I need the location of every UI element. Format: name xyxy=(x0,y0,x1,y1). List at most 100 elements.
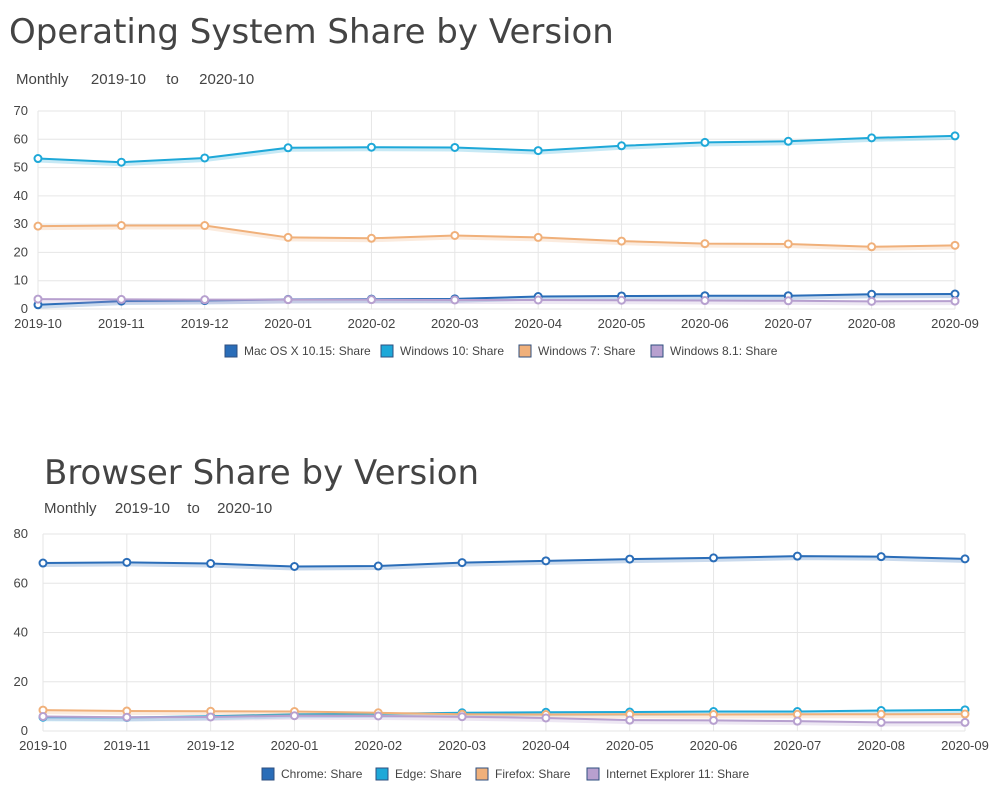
browser-data-point[interactable] xyxy=(876,717,886,727)
os-data-point[interactable] xyxy=(867,296,877,306)
browser-data-point[interactable] xyxy=(709,553,719,563)
os-data-point[interactable] xyxy=(950,296,960,306)
os-data-point[interactable] xyxy=(533,295,543,305)
browser-data-point[interactable] xyxy=(289,562,299,572)
os-data-point[interactable] xyxy=(450,295,460,305)
os-range-start[interactable]: 2019-10 xyxy=(90,71,146,88)
os-x-tick-label: 2020-04 xyxy=(514,316,562,331)
os-data-point[interactable] xyxy=(867,133,877,143)
os-y-tick-label: 40 xyxy=(14,188,28,203)
os-data-point[interactable] xyxy=(33,221,43,231)
os-data-point[interactable] xyxy=(617,141,627,151)
os-x-tick-label: 2020-01 xyxy=(264,316,312,331)
browser-x-tick-label: 2020-01 xyxy=(271,738,319,753)
os-data-point[interactable] xyxy=(200,153,210,163)
browser-series-line[interactable] xyxy=(42,709,966,716)
os-series-line[interactable] xyxy=(37,224,956,248)
browser-data-point[interactable] xyxy=(960,554,970,564)
browser-x-tick-label: 2020-05 xyxy=(606,738,654,753)
os-data-point[interactable] xyxy=(283,143,293,153)
os-data-point[interactable] xyxy=(200,221,210,231)
browser-period-label[interactable]: Monthly xyxy=(44,500,97,517)
browser-legend-item-edge[interactable]: Edge: Share xyxy=(375,767,462,781)
os-series-win10[interactable] xyxy=(33,131,960,167)
os-data-point[interactable] xyxy=(33,154,43,164)
browser-data-point[interactable] xyxy=(206,712,216,722)
os-data-point[interactable] xyxy=(533,232,543,242)
browser-range-end[interactable]: 2020-10 xyxy=(217,500,273,517)
browser-data-point[interactable] xyxy=(206,559,216,569)
os-data-point[interactable] xyxy=(200,295,210,305)
browser-data-point[interactable] xyxy=(122,557,132,567)
os-data-point[interactable] xyxy=(700,239,710,249)
browser-series-ie11[interactable] xyxy=(38,711,970,727)
os-data-point[interactable] xyxy=(366,295,376,305)
os-series-win7[interactable] xyxy=(33,221,960,252)
os-legend-item-mac[interactable]: Mac OS X 10.15: Share xyxy=(224,344,371,358)
os-data-point[interactable] xyxy=(366,142,376,152)
os-range-end[interactable]: 2020-10 xyxy=(199,71,255,88)
os-data-point[interactable] xyxy=(450,142,460,152)
browser-data-point[interactable] xyxy=(960,717,970,727)
browser-data-point[interactable] xyxy=(373,711,383,721)
os-y-tick-label: 10 xyxy=(14,273,28,288)
browser-data-point[interactable] xyxy=(373,561,383,571)
os-data-point[interactable] xyxy=(950,131,960,141)
os-series-shadow xyxy=(37,225,956,251)
os-legend-item-win7[interactable]: Windows 7: Share xyxy=(518,344,636,358)
browser-data-point[interactable] xyxy=(792,716,802,726)
os-legend-item-win81[interactable]: Windows 8.1: Share xyxy=(650,344,778,358)
os-data-point[interactable] xyxy=(533,146,543,156)
os-data-point[interactable] xyxy=(617,295,627,305)
browser-data-point[interactable] xyxy=(38,558,48,568)
browser-data-point[interactable] xyxy=(625,554,635,564)
os-data-point[interactable] xyxy=(700,137,710,147)
browser-data-point[interactable] xyxy=(792,551,802,561)
os-data-point[interactable] xyxy=(700,296,710,306)
browser-data-point[interactable] xyxy=(625,715,635,725)
browser-series-line[interactable] xyxy=(42,555,966,568)
browser-data-point[interactable] xyxy=(122,712,132,722)
os-data-point[interactable] xyxy=(283,232,293,242)
browser-data-point[interactable] xyxy=(876,709,886,719)
os-x-tick-label: 2020-08 xyxy=(848,316,896,331)
browser-series-chrome[interactable] xyxy=(38,551,970,572)
browser-data-point[interactable] xyxy=(960,709,970,719)
os-data-point[interactable] xyxy=(283,295,293,305)
os-data-point[interactable] xyxy=(783,296,793,306)
os-legend-swatch xyxy=(224,344,238,358)
browser-legend-item-ie11[interactable]: Internet Explorer 11: Share xyxy=(586,767,750,781)
os-data-point[interactable] xyxy=(617,236,627,246)
os-data-point[interactable] xyxy=(450,230,460,240)
os-data-point[interactable] xyxy=(867,242,877,252)
os-series-win81[interactable] xyxy=(33,294,960,306)
browser-data-point[interactable] xyxy=(38,711,48,721)
os-data-point[interactable] xyxy=(116,294,126,304)
browser-series-line[interactable] xyxy=(42,714,965,724)
browser-data-point[interactable] xyxy=(289,711,299,721)
os-data-point[interactable] xyxy=(116,157,126,167)
os-data-point[interactable] xyxy=(33,294,43,304)
os-data-point[interactable] xyxy=(950,240,960,250)
browser-legend-item-chrome[interactable]: Chrome: Share xyxy=(261,767,363,781)
browser-data-point[interactable] xyxy=(457,558,467,568)
browser-data-point[interactable] xyxy=(876,552,886,562)
browser-range-start[interactable]: 2019-10 xyxy=(114,500,170,517)
browser-data-point[interactable] xyxy=(457,712,467,722)
browser-legend-item-firefox[interactable]: Firefox: Share xyxy=(475,767,571,781)
os-x-tick-label: 2020-07 xyxy=(764,316,812,331)
browser-data-point[interactable] xyxy=(709,715,719,725)
os-data-point[interactable] xyxy=(116,221,126,231)
browser-data-point[interactable] xyxy=(541,556,551,566)
os-series-line[interactable] xyxy=(37,134,956,164)
os-data-point[interactable] xyxy=(783,239,793,249)
os-period-label[interactable]: Monthly xyxy=(16,71,69,88)
browser-data-point[interactable] xyxy=(541,713,551,723)
os-data-point[interactable] xyxy=(783,136,793,146)
os-legend-item-win10[interactable]: Windows 10: Share xyxy=(380,344,504,358)
os-series-line[interactable] xyxy=(37,298,956,303)
browser-x-tick-label: 2020-04 xyxy=(522,738,570,753)
os-data-point[interactable] xyxy=(366,233,376,243)
os-date-range: Monthly 2019-10 to 2020-10 xyxy=(16,71,254,88)
